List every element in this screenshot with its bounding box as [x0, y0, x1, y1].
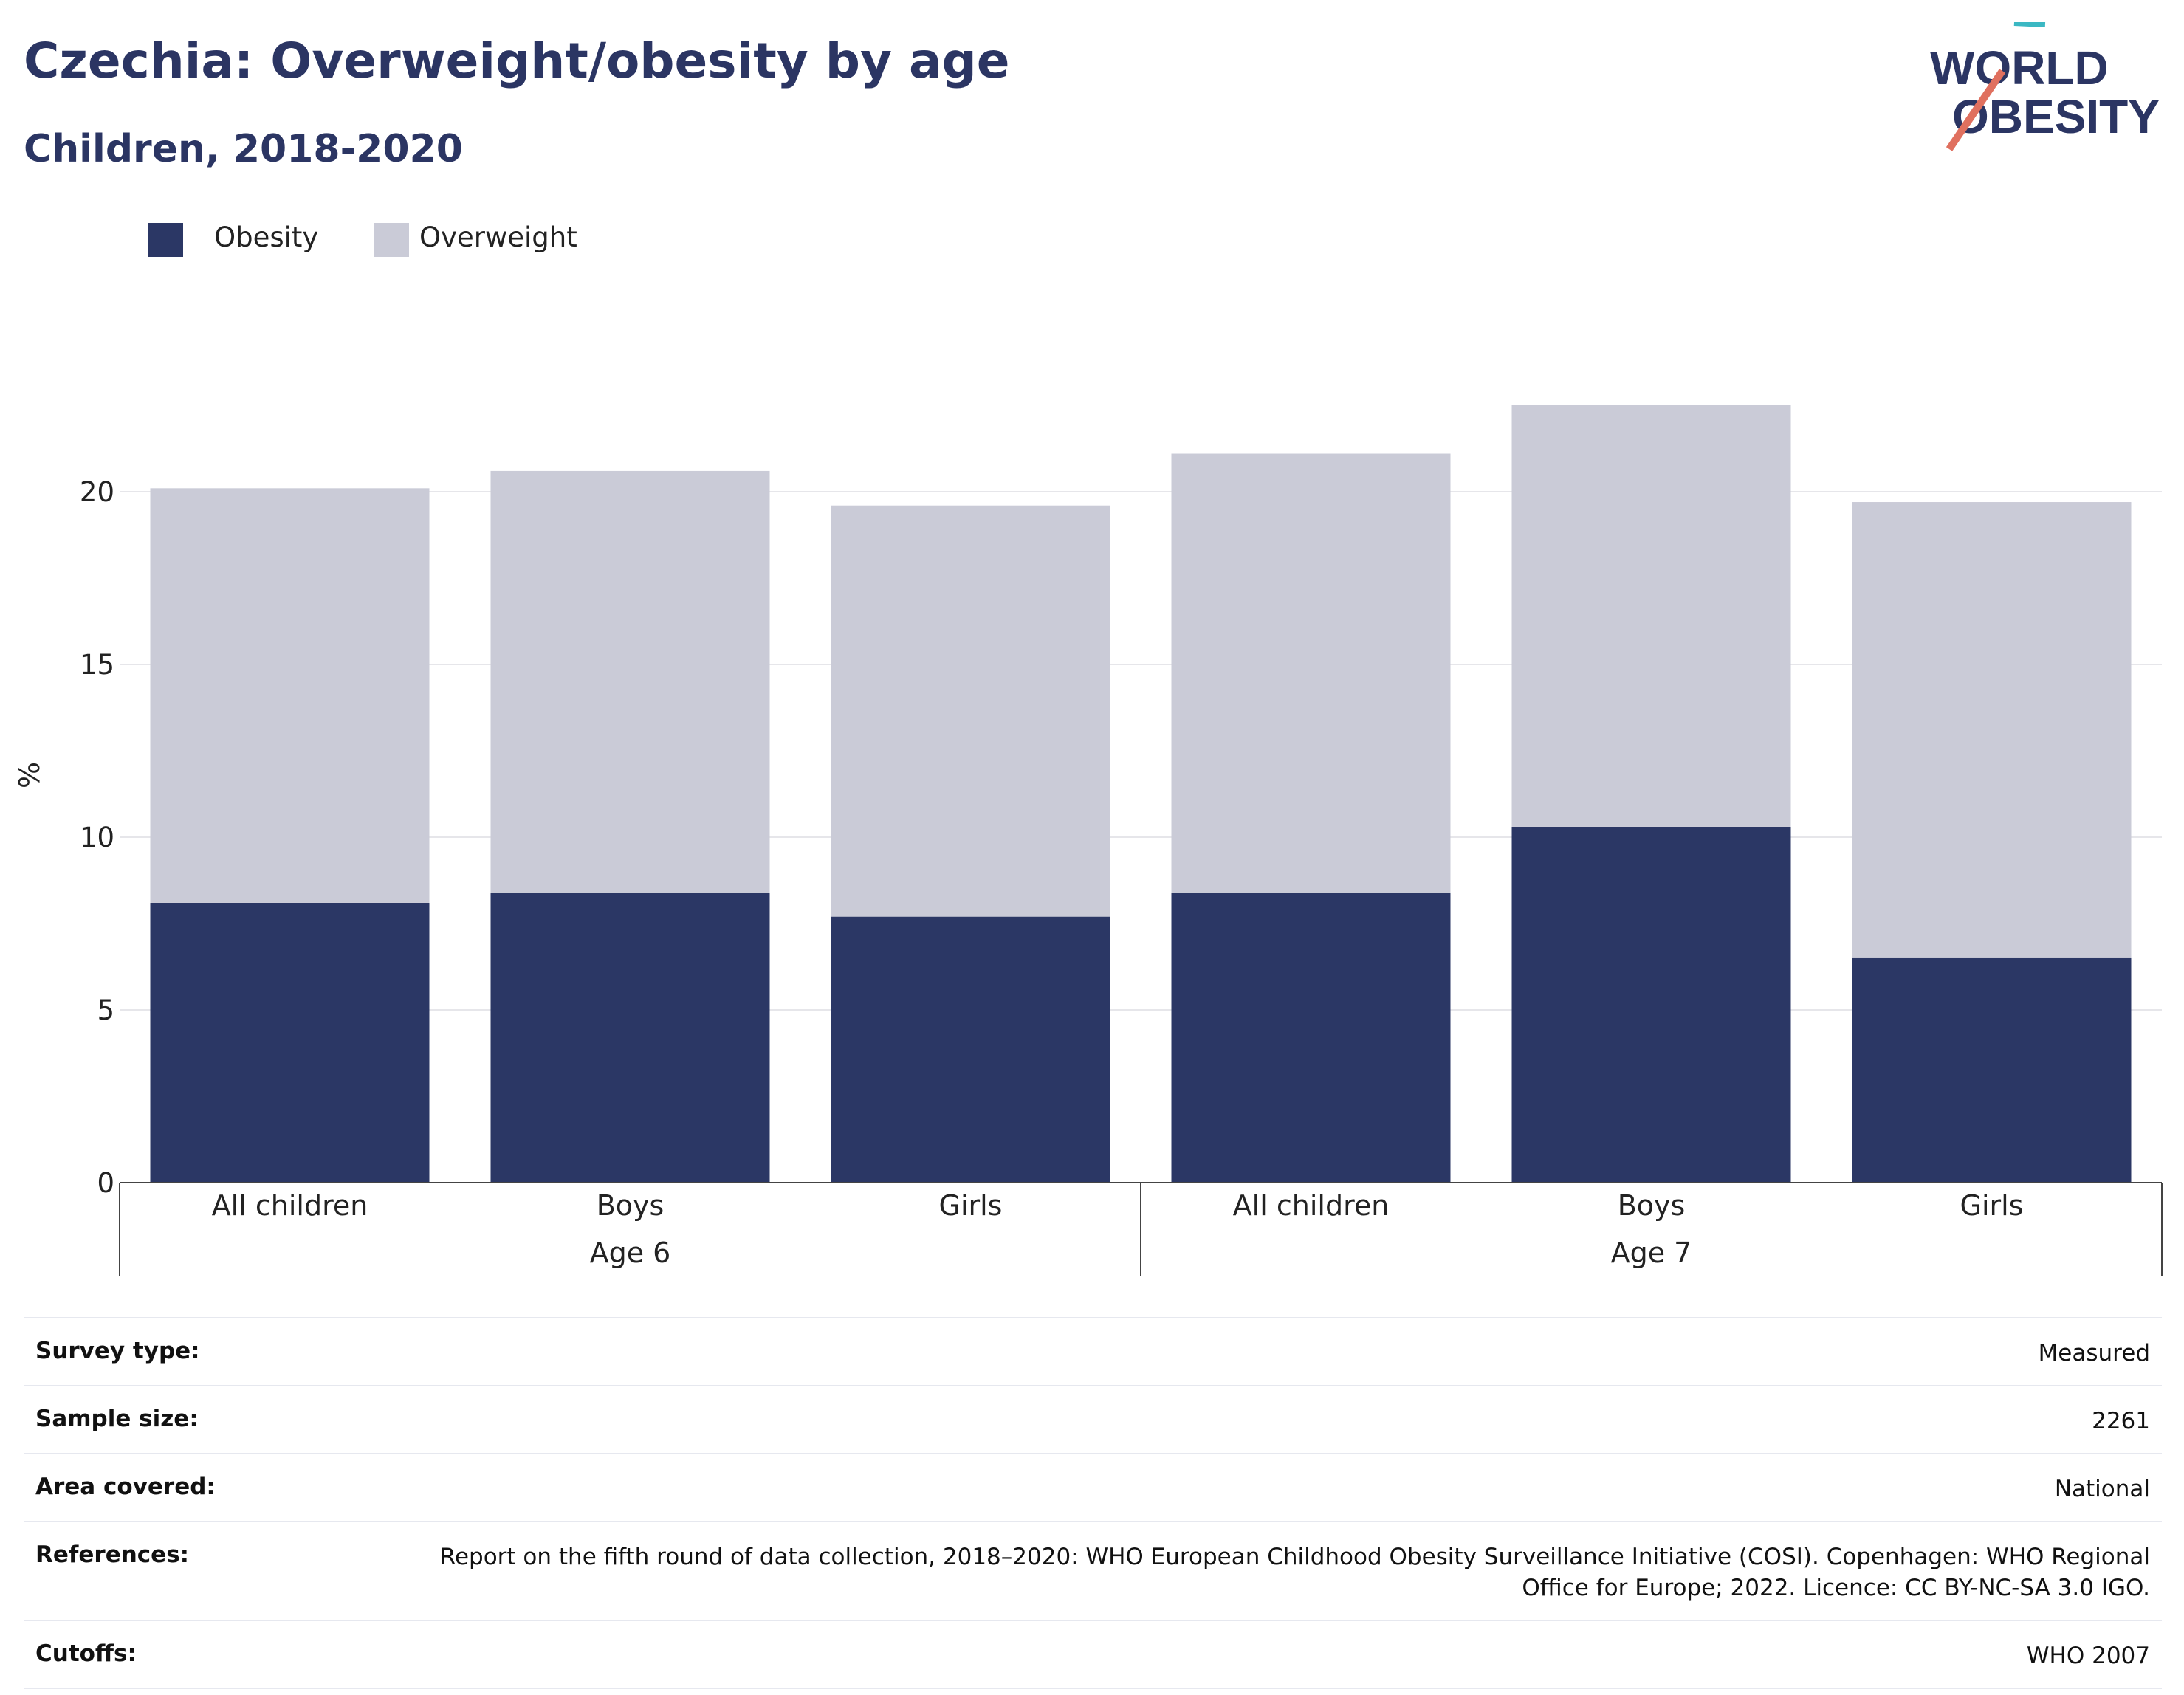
info-row-references: References: Report on the fifth round of… — [24, 1522, 2162, 1621]
info-value: WHO 2007 — [2026, 1643, 2150, 1669]
x-tick-label: Girls — [1960, 1189, 2024, 1222]
logo-slash-coral — [1946, 69, 2006, 151]
bar-obesity — [1852, 957, 2132, 1183]
bar-obesity — [490, 892, 770, 1183]
info-value: 2261 — [2092, 1408, 2150, 1434]
info-row-area-covered: Area covered: National — [24, 1454, 2162, 1522]
legend-swatch-overweight — [374, 223, 409, 257]
bar-overweight — [150, 488, 430, 903]
bar-obesity — [150, 902, 430, 1183]
bar-overweight — [1511, 405, 1791, 827]
info-key: Cutoffs: — [35, 1640, 137, 1667]
info-row-sample-size: Sample size: 2261 — [24, 1386, 2162, 1454]
info-row-cutoffs: Cutoffs: WHO 2007 — [24, 1621, 2162, 1689]
bar-overweight — [490, 470, 770, 893]
logo-slash-teal — [2013, 18, 2046, 27]
y-tick-label: 15 — [80, 649, 114, 681]
bar-overweight — [1171, 453, 1451, 893]
bar-overweight — [1852, 502, 2132, 958]
x-tick-label: All children — [1233, 1189, 1390, 1222]
x-tick-label: Boys — [1618, 1189, 1686, 1222]
y-tick-label: 20 — [80, 476, 114, 508]
y-tick-label: 5 — [97, 994, 114, 1026]
legend-label-obesity: Obesity — [214, 221, 319, 253]
info-key: Area covered: — [35, 1474, 216, 1500]
logo-word-1: WORLD — [1930, 41, 2109, 94]
info-key: Survey type: — [35, 1338, 200, 1364]
legend-label-overweight: Overweight — [419, 221, 577, 253]
bar-obesity — [1171, 892, 1451, 1183]
info-value: National — [2054, 1476, 2150, 1502]
y-tick-label: 0 — [97, 1167, 114, 1199]
x-tick-label: Girls — [939, 1189, 1003, 1222]
bar-obesity — [831, 916, 1110, 1183]
x-group-label: Age 6 — [590, 1237, 671, 1269]
info-row-survey-type: Survey type: Measured — [24, 1318, 2162, 1386]
info-value: Measured — [2038, 1340, 2150, 1366]
world-obesity-logo: WORLD OBESITY — [1920, 18, 2171, 155]
chart-title: Czechia: Overweight/obesity by age — [24, 32, 1010, 89]
info-value: Report on the fifth round of data collec… — [439, 1544, 2150, 1601]
x-group-label: Age 7 — [1611, 1237, 1692, 1269]
stacked-bar-chart: 0 5 10 15 20 All children Boys Girls All childre… — [80, 405, 2163, 1276]
info-key: References: — [35, 1541, 190, 1568]
chart-subtitle: Children, 2018-2020 — [24, 127, 463, 171]
x-tick-label: All children — [212, 1189, 368, 1222]
bar-obesity — [1511, 826, 1791, 1183]
y-tick-label: 10 — [80, 822, 114, 853]
info-key: Sample size: — [35, 1406, 199, 1432]
legend-swatch-obesity — [148, 223, 183, 257]
x-tick-label: Boys — [597, 1189, 665, 1222]
info-table: Survey type: Measured Sample size: 2261 … — [24, 1317, 2162, 1689]
bar-overweight — [831, 505, 1110, 917]
